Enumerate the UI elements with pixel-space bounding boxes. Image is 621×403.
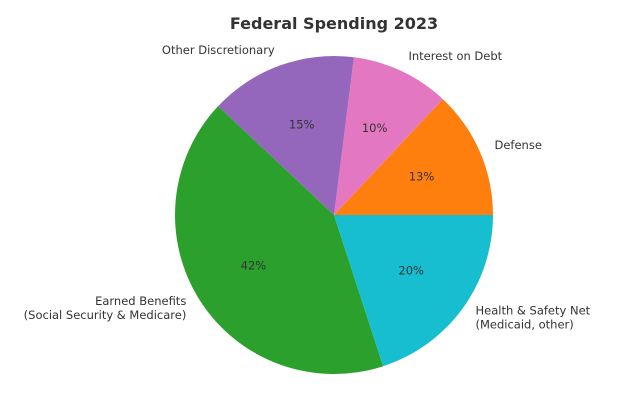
- category-label-defense: Defense: [495, 138, 542, 152]
- pie-slices: [175, 56, 493, 374]
- pie-slice-health-safety-net: [334, 215, 493, 367]
- pie-slice-defense: [334, 99, 493, 215]
- category-labels: Defense Interest on Debt Other Discretiona…: [24, 43, 591, 331]
- category-label-earned-benefits: Earned Benefits (Social Security & Medica…: [24, 294, 187, 322]
- percent-label-defense: 13%: [409, 170, 435, 184]
- percent-labels: 13% 10% 15% 42% 20%: [241, 118, 435, 278]
- category-label-interest-on-debt: Interest on Debt: [408, 49, 502, 63]
- percent-label-earned-benefits: 42%: [241, 259, 267, 273]
- pie-slice-earned-benefits: [175, 106, 384, 374]
- pie-slice-other-discretionary: [218, 56, 354, 215]
- category-label-other-discretionary: Other Discretionary: [162, 43, 275, 57]
- category-label-health-safety-net: Health & Safety Net (Medicaid, other): [475, 303, 590, 331]
- percent-label-other-discretionary: 15%: [289, 118, 315, 132]
- pie-slice-interest-on-debt: [334, 57, 443, 216]
- percent-label-interest-on-debt: 10%: [362, 121, 388, 135]
- percent-label-health-safety-net: 20%: [398, 264, 424, 278]
- chart-title: Federal Spending 2023: [230, 14, 438, 33]
